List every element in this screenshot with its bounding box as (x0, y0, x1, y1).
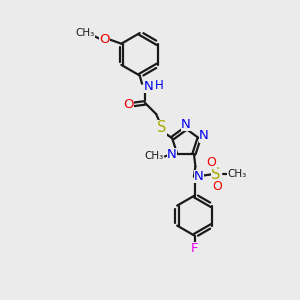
Text: N: N (199, 129, 209, 142)
Text: N: N (181, 118, 190, 131)
Text: O: O (99, 33, 110, 46)
Text: CH₃: CH₃ (227, 169, 246, 179)
Text: N: N (144, 80, 153, 93)
Text: O: O (124, 98, 134, 111)
Text: CH₃: CH₃ (144, 152, 164, 161)
Text: S: S (158, 120, 167, 135)
Text: CH₃: CH₃ (75, 28, 94, 38)
Text: N: N (167, 148, 177, 161)
Text: O: O (207, 156, 217, 169)
Text: S: S (211, 167, 221, 182)
Text: H: H (154, 79, 163, 92)
Text: O: O (213, 180, 222, 193)
Text: F: F (191, 242, 198, 255)
Text: N: N (194, 170, 203, 183)
